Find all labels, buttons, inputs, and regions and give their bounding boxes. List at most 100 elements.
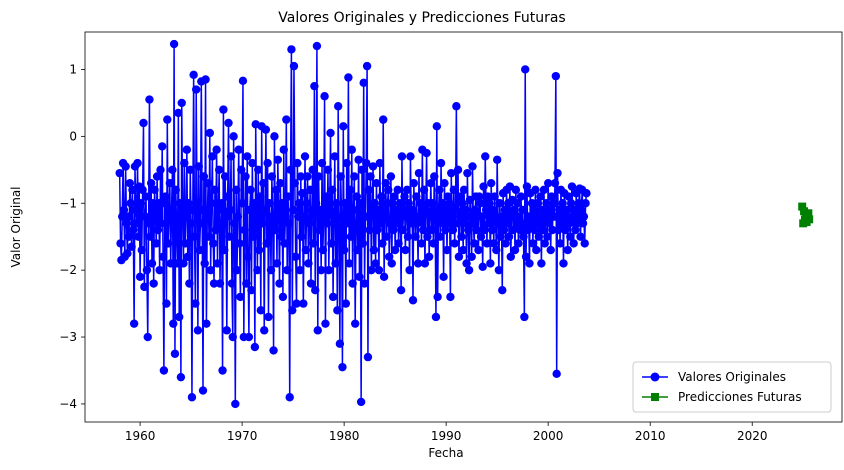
data-point-original: [171, 185, 180, 195]
data-point-original: [129, 319, 139, 328]
data-point-original: [440, 178, 449, 188]
data-point-original: [423, 232, 432, 241]
data-point-original: [293, 158, 302, 168]
data-point-original: [486, 259, 495, 268]
data-point-original: [443, 192, 453, 201]
data-point-original: [572, 219, 582, 228]
data-point-original: [562, 205, 572, 215]
data-point-original: [157, 142, 167, 151]
data-point-original: [557, 219, 566, 228]
data-point-original: [363, 352, 373, 362]
data-point-original: [333, 306, 342, 315]
data-point-original: [492, 245, 501, 255]
data-point-original: [544, 219, 554, 228]
data-point-original: [339, 245, 349, 255]
data-point-original: [349, 205, 358, 215]
data-point-original: [179, 259, 188, 268]
data-point-original: [348, 279, 357, 288]
data-point-original: [378, 239, 387, 248]
data-point-original: [343, 219, 352, 228]
data-point-original: [540, 239, 549, 248]
data-point-original: [360, 279, 369, 288]
data-point-original: [395, 212, 404, 221]
data-point-original: [567, 182, 577, 191]
data-point-original: [422, 148, 431, 158]
data-point-original: [341, 299, 351, 308]
data-point-original: [555, 239, 565, 248]
data-point-original: [337, 212, 346, 221]
data-point-prediccion: [798, 202, 807, 211]
data-point-original: [416, 199, 425, 208]
data-point-original: [294, 199, 304, 208]
data-point-original: [261, 125, 271, 134]
data-point-original: [136, 199, 146, 208]
data-point-original: [353, 245, 362, 255]
data-point-original: [537, 259, 546, 268]
data-point-original: [476, 232, 486, 241]
data-point-original: [287, 45, 296, 54]
data-point-original: [494, 265, 504, 275]
data-point-original: [374, 265, 384, 275]
data-point-original: [426, 178, 436, 188]
data-point-original: [351, 219, 361, 228]
data-point-original: [134, 232, 143, 241]
data-point-original: [275, 279, 284, 288]
data-point-original: [262, 239, 271, 248]
data-point-original: [501, 239, 510, 248]
data-point-original: [207, 199, 216, 208]
data-point-original: [403, 232, 413, 241]
data-point-original: [391, 205, 401, 215]
data-point-original: [205, 128, 215, 138]
data-point-original: [581, 199, 590, 208]
data-point-original: [406, 152, 415, 161]
data-point-original: [543, 232, 552, 241]
data-point-original: [195, 245, 204, 255]
data-point-original: [431, 312, 441, 322]
data-point-original: [157, 219, 166, 228]
data-point-original: [152, 239, 161, 248]
data-point-original: [116, 239, 125, 248]
data-point-original: [228, 332, 237, 342]
data-point-original: [316, 205, 325, 215]
data-point-original: [185, 279, 194, 288]
data-point-original: [497, 212, 506, 221]
data-point-original: [265, 199, 274, 208]
data-point-original: [161, 192, 170, 201]
data-point-original: [492, 155, 502, 164]
data-point-original: [358, 239, 368, 248]
data-point-original: [475, 192, 484, 201]
data-point-original: [254, 245, 264, 255]
data-point-original: [446, 292, 455, 302]
data-point-original: [217, 199, 226, 208]
data-point-original: [393, 185, 402, 195]
legend-marker-predicciones: [651, 393, 659, 401]
data-point-original: [269, 346, 278, 355]
series-layer: [115, 39, 814, 409]
data-point-original: [219, 105, 228, 114]
data-point-original: [236, 292, 245, 302]
data-point-original: [482, 239, 492, 248]
data-point-original: [470, 239, 479, 248]
data-point-original: [281, 212, 290, 221]
data-point-original: [227, 279, 237, 288]
data-point-original: [297, 232, 306, 241]
data-point-original: [214, 205, 223, 215]
data-point-original: [138, 185, 147, 195]
data-point-original: [511, 185, 521, 195]
data-point-original: [235, 239, 244, 248]
data-point-original: [404, 199, 413, 208]
data-point-original: [419, 225, 428, 235]
data-point-original: [314, 172, 323, 181]
data-point-original: [232, 265, 242, 275]
data-point-original: [167, 205, 176, 215]
data-point-original: [152, 172, 162, 181]
legend-label-predicciones: Predicciones Futuras: [678, 390, 802, 404]
data-point-original: [188, 205, 198, 215]
data-point-original: [122, 219, 131, 228]
data-point-original: [517, 219, 527, 228]
data-point-original: [531, 185, 540, 195]
data-point-original: [429, 239, 438, 248]
data-point-original: [151, 205, 160, 215]
data-point-original: [424, 252, 434, 261]
data-point-original: [453, 219, 462, 228]
